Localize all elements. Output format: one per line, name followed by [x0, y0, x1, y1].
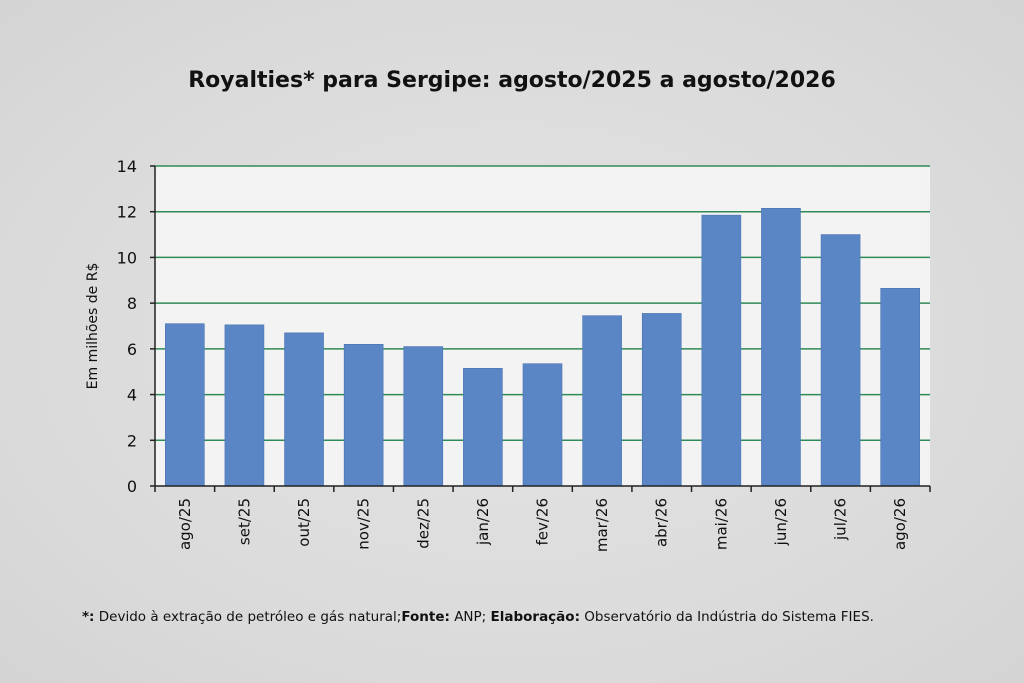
x-tick-label: jul/26 — [832, 498, 850, 541]
credit-label: Elaboração: — [490, 609, 580, 625]
x-tick-labels: ago/25 set/25 out/25 nov/25 dez/25 jan/26 fev/… — [176, 498, 909, 552]
y-tick-label: 6 — [127, 340, 137, 359]
bar — [641, 313, 682, 487]
y-tick-labels: 0 2 4 6 8 10 12 14 — [117, 157, 137, 496]
bar — [880, 287, 920, 487]
bars — [165, 207, 920, 487]
footnote-mark: *: — [82, 609, 95, 625]
source-text: ANP; — [449, 609, 491, 625]
x-tick-label: fev/26 — [534, 498, 552, 546]
y-tick-label: 0 — [127, 477, 137, 496]
grid-lines — [150, 165, 930, 487]
x-tick-label: mai/26 — [712, 498, 730, 550]
x-tick-label: set/25 — [235, 498, 253, 545]
x-tick-label: abr/26 — [653, 498, 671, 547]
bar — [224, 324, 265, 487]
bar — [463, 367, 503, 487]
x-tick-label: ago/25 — [176, 498, 194, 550]
chart-title: Royalties* para Sergipe: agosto/2025 a a… — [188, 68, 836, 93]
x-tick-label: jun/26 — [772, 498, 790, 546]
x-tick-label: nov/25 — [355, 498, 373, 550]
bar — [761, 207, 801, 487]
bar — [403, 346, 444, 487]
y-tick-label: 12 — [117, 203, 137, 222]
source-label: Fonte: — [401, 609, 450, 625]
bar — [522, 363, 563, 487]
y-tick-label: 4 — [127, 386, 137, 405]
y-tick-label: 10 — [117, 248, 137, 267]
x-tick-label: jan/26 — [474, 498, 492, 546]
footnote-note: Devido à extração de petróleo e gás natu… — [94, 609, 402, 625]
y-tick-label: 2 — [127, 431, 137, 450]
y-tick-label: 8 — [127, 294, 137, 313]
bar — [343, 343, 384, 487]
axes — [154, 166, 931, 492]
bar — [284, 332, 324, 487]
x-tick-label: ago/26 — [891, 498, 909, 550]
bar — [582, 315, 622, 487]
credit-text: Observatório da Indústria do Sistema FIE… — [579, 609, 874, 625]
y-tick-label: 14 — [117, 157, 137, 176]
y-axis-label: Em milhões de R$ — [85, 263, 101, 390]
footnote: *: Devido à extração de petróleo e gás n… — [82, 609, 874, 625]
x-tick-label: mar/26 — [593, 498, 611, 552]
x-tick-label: out/25 — [295, 498, 313, 547]
x-tick-label: dez/25 — [414, 498, 432, 549]
bar — [820, 234, 861, 487]
bar — [165, 323, 205, 487]
bar — [701, 214, 742, 487]
